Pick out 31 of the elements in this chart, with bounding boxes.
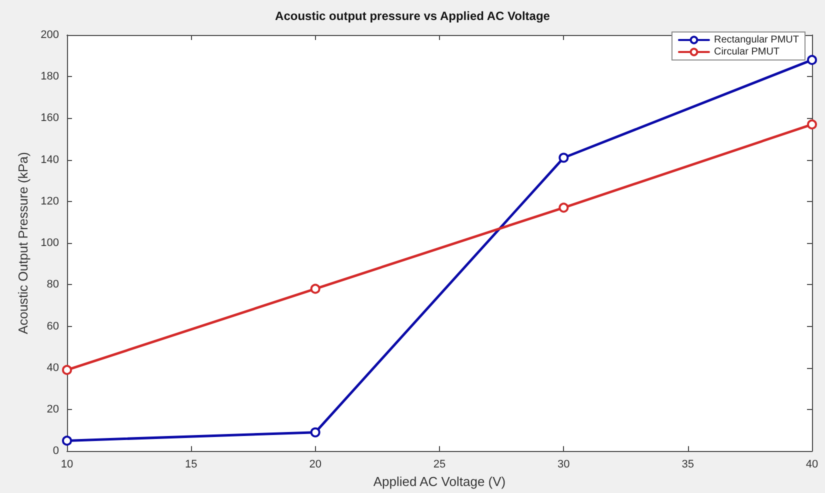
y-tick-label: 200 (40, 29, 59, 41)
y-tick-label: 0 (52, 445, 59, 458)
point (807, 54, 817, 65)
point (558, 202, 569, 213)
x-tick-label: 30 (558, 458, 570, 471)
legend-label: Rectangular PMUT (714, 34, 799, 46)
y-tick-label: 80 (46, 278, 59, 291)
point (62, 436, 72, 446)
x-tick-label: 20 (309, 458, 322, 471)
y-tick-label: 100 (40, 237, 59, 250)
y-tick-label: 60 (46, 320, 59, 332)
point (558, 152, 569, 163)
point (807, 119, 817, 130)
y-tick-label: 180 (40, 70, 59, 83)
point (310, 284, 320, 294)
x-tick-label: 10 (60, 458, 74, 471)
y-tick-label: 120 (40, 195, 59, 208)
x-axis-title: Applied AC Voltage (V) (373, 474, 506, 489)
x-tick-label: 15 (185, 458, 198, 471)
chart-title: Acoustic output pressure vs Applied AC Voltage (275, 9, 550, 23)
x-tick-label: 25 (433, 458, 446, 471)
y-tick-label: 140 (40, 154, 59, 166)
legend-label: Circular PMUT (714, 46, 780, 58)
y-tick-label: 160 (40, 112, 59, 124)
y-tick-label: 20 (46, 403, 59, 416)
y-tick-label: 40 (46, 362, 59, 374)
y-axis-title: Acoustic Output Pressure (kPa) (16, 152, 31, 334)
point (310, 427, 320, 438)
point (62, 364, 72, 375)
x-tick-label: 40 (806, 458, 818, 471)
x-tick-label: 35 (682, 458, 694, 471)
